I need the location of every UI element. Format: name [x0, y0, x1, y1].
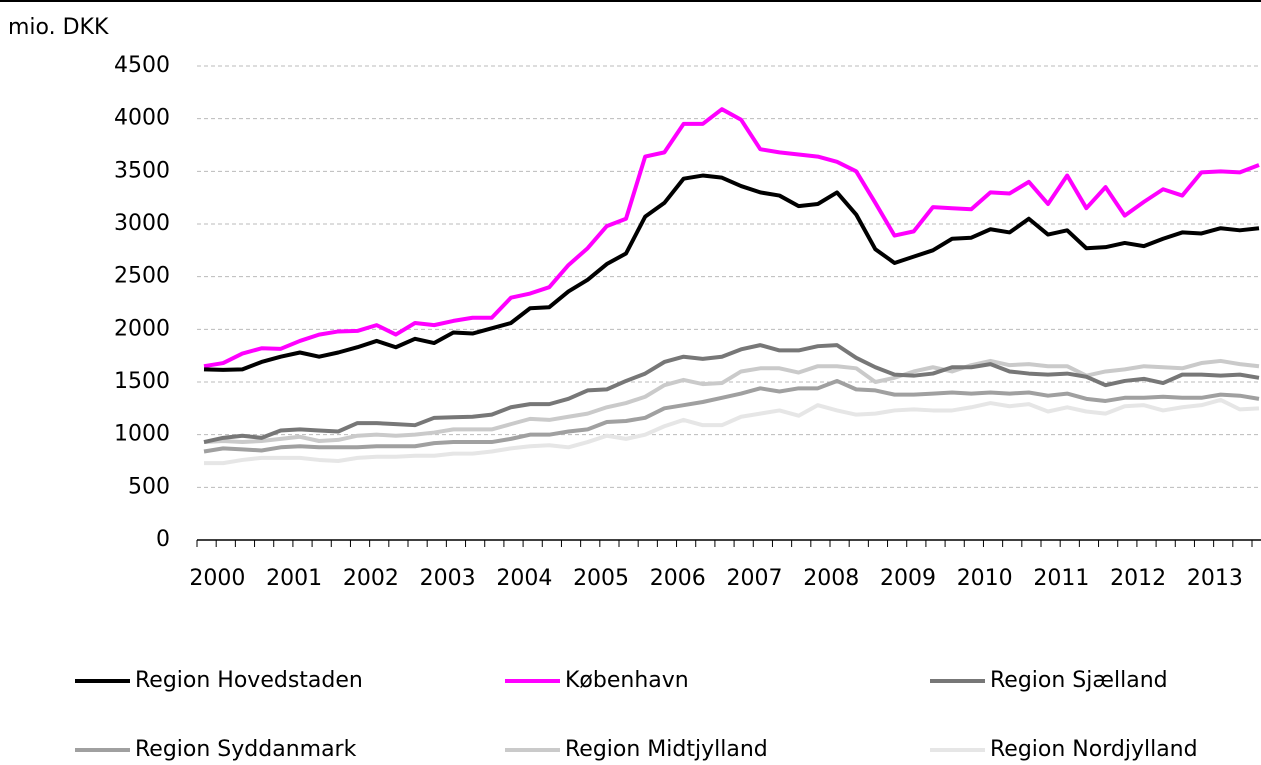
- x-tick-label: 2010: [957, 566, 1013, 591]
- x-tick-label: 2002: [343, 566, 399, 591]
- series-line: [203, 173, 1260, 372]
- x-tick-label: 2006: [650, 566, 706, 591]
- y-axis-label: mio. DKK: [8, 15, 109, 40]
- x-tick-label: 2005: [573, 566, 629, 591]
- legend-label: København: [565, 668, 689, 693]
- y-tick-label: 1500: [114, 369, 170, 394]
- y-tick-label: 500: [128, 474, 170, 499]
- x-tick-label: 2008: [803, 566, 859, 591]
- legend-label: Region Sjælland: [990, 668, 1168, 693]
- x-tick-label: 2012: [1110, 566, 1166, 591]
- x-tick-label: 2007: [727, 566, 783, 591]
- series-line: [203, 343, 1260, 444]
- x-tick-label: 2009: [880, 566, 936, 591]
- x-tick-label: 2013: [1187, 566, 1243, 591]
- series-line: [204, 397, 1260, 466]
- y-tick-label: 3000: [114, 211, 170, 236]
- legend-label: Region Nordjylland: [990, 737, 1198, 762]
- series-line: [203, 378, 1260, 454]
- x-tick-label: 2011: [1033, 566, 1089, 591]
- y-tick-label: 0: [156, 527, 170, 552]
- y-tick-label: 4000: [114, 106, 170, 131]
- series-line: [203, 107, 1260, 369]
- y-tick-label: 3500: [114, 158, 170, 183]
- y-tick-label: 2500: [114, 264, 170, 289]
- legend-label: Region Midtjylland: [565, 737, 768, 762]
- legend-label: Region Syddanmark: [135, 737, 357, 762]
- x-tick-label: 2004: [496, 566, 552, 591]
- y-tick-label: 1000: [114, 422, 170, 447]
- x-tick-label: 2000: [189, 566, 245, 591]
- y-tick-label: 2000: [114, 316, 170, 341]
- legend-label: Region Hovedstaden: [135, 668, 363, 693]
- x-tick-label: 2003: [420, 566, 476, 591]
- series-line: [203, 358, 1260, 445]
- x-tick-label: 2001: [266, 566, 322, 591]
- y-tick-label: 4500: [114, 53, 170, 78]
